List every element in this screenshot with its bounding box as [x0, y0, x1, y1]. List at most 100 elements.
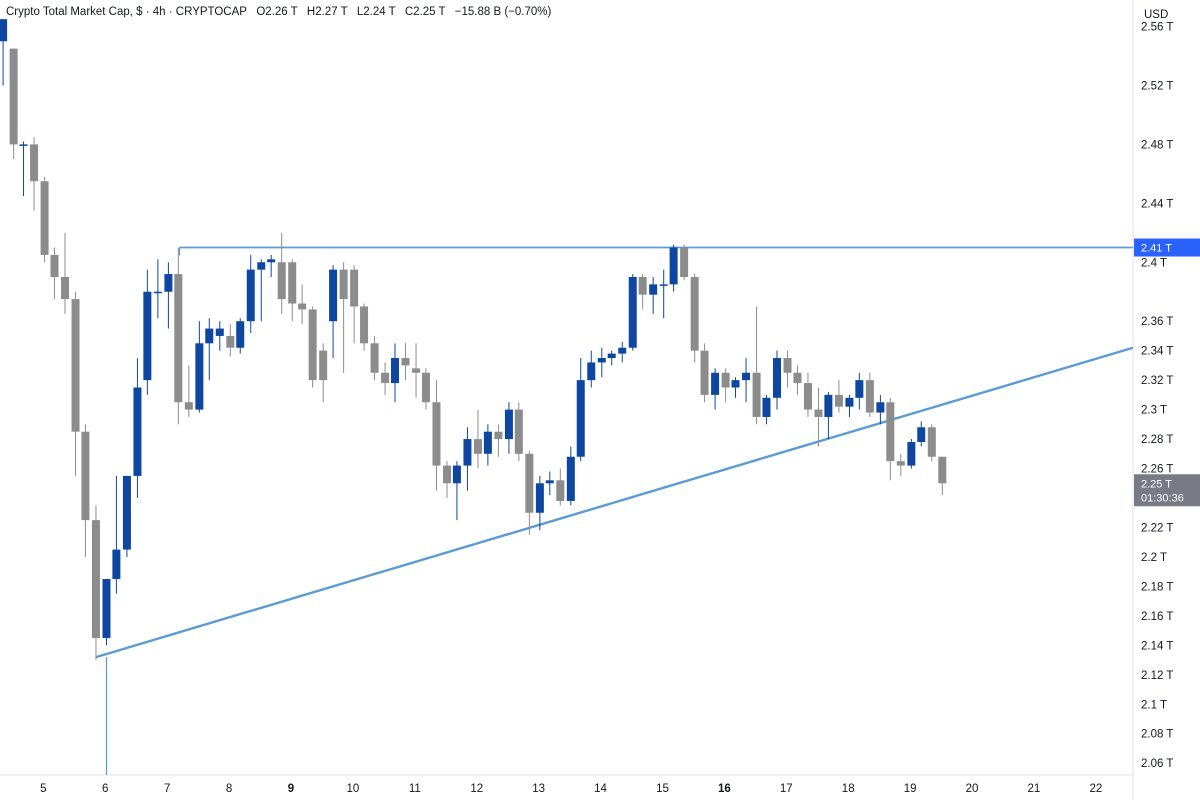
candle — [721, 368, 730, 403]
last-price-text: 2.25 T — [1141, 478, 1172, 490]
candle — [339, 262, 348, 373]
candle — [112, 475, 121, 594]
candle-body — [886, 402, 895, 462]
candle — [876, 394, 885, 425]
candle — [19, 141, 28, 196]
candle-body — [669, 247, 678, 285]
candle — [133, 358, 142, 499]
candle — [907, 439, 916, 469]
time-tick-label: 14 — [594, 783, 607, 795]
resistance-price-badge — [1134, 238, 1200, 257]
close-value: 2.25 T — [413, 6, 446, 18]
candle — [659, 269, 668, 319]
time-tick-label: 20 — [966, 783, 979, 795]
candle — [803, 372, 812, 417]
time-tick-label: 5 — [40, 783, 46, 795]
candle — [257, 259, 266, 322]
candle-body — [443, 465, 452, 484]
time-tick-label: 21 — [1028, 783, 1041, 795]
candle — [153, 259, 162, 319]
candle — [783, 350, 792, 388]
candle — [236, 318, 245, 354]
candle-body — [483, 431, 492, 454]
candle — [174, 247, 183, 425]
candle-body — [773, 358, 782, 398]
candle — [566, 446, 575, 506]
candle-body — [298, 303, 307, 310]
candle-body — [153, 291, 162, 294]
candle-body — [762, 397, 771, 417]
candle — [927, 424, 936, 462]
price-tick-label: 2.12 T — [1141, 670, 1173, 682]
candle-body — [473, 439, 482, 454]
candle — [618, 341, 627, 363]
candle-body — [184, 402, 193, 410]
candle-body — [545, 480, 554, 484]
time-tick-label: 15 — [656, 783, 669, 795]
candle-body — [412, 368, 421, 373]
candle-body — [566, 456, 575, 501]
candle-body — [0, 19, 8, 42]
candle — [329, 265, 338, 359]
candle-body — [246, 269, 255, 322]
candle — [195, 321, 204, 413]
high-value: 2.27 T — [315, 6, 348, 18]
candle-body — [164, 274, 173, 292]
price-tick-label: 2.44 T — [1141, 198, 1173, 210]
candle — [824, 391, 833, 440]
price-tick-label: 2.48 T — [1141, 139, 1173, 151]
price-tick-label: 2.28 T — [1141, 434, 1173, 446]
candle-body — [391, 358, 400, 384]
candle — [556, 468, 565, 506]
countdown-text: 01:30:36 — [1141, 492, 1184, 504]
candle-body — [329, 269, 338, 322]
candle-body — [360, 306, 369, 344]
close-label: C — [404, 6, 414, 18]
low-label: L — [356, 6, 364, 18]
candle-body — [50, 254, 59, 277]
currency-label: USD — [1144, 9, 1168, 21]
candle — [246, 254, 255, 333]
candle-body — [288, 262, 297, 304]
candle — [463, 427, 472, 491]
candle — [143, 269, 152, 395]
time-tick-label: 16 — [718, 783, 731, 795]
price-tick-label: 2.26 T — [1141, 464, 1173, 476]
price-tick-label: 2.32 T — [1141, 375, 1173, 387]
candle-body — [865, 380, 874, 413]
candle-body — [205, 328, 214, 344]
price-tick-label: 2.36 T — [1141, 316, 1173, 328]
candle — [607, 350, 616, 366]
candle — [700, 343, 709, 403]
time-tick-label: 11 — [409, 783, 421, 795]
candle-body — [514, 409, 523, 454]
candle — [40, 176, 49, 263]
grid-layer — [0, 0, 1134, 800]
price-tick-label: 2.52 T — [1141, 80, 1173, 92]
candle-body — [907, 442, 916, 466]
candle-body — [649, 284, 658, 295]
candle — [773, 350, 782, 410]
candle-body — [793, 372, 802, 384]
candle-body — [401, 358, 410, 366]
candle-body — [267, 259, 276, 263]
symbol-legend: Crypto Total Market Cap, $ · 4h · CRYPTO… — [6, 6, 551, 18]
candle-body — [607, 353, 616, 359]
price-tick-label: 2.3 T — [1141, 405, 1167, 417]
candle — [122, 475, 131, 557]
candle — [226, 324, 235, 357]
candle-body — [319, 350, 328, 381]
time-tick-label: 12 — [470, 783, 483, 795]
candle-body — [215, 328, 224, 336]
candle-body — [370, 343, 379, 373]
price-tick-label: 2.18 T — [1141, 581, 1173, 593]
change-value: −15.88 B (−0.70%) — [454, 6, 552, 18]
low-value: 2.24 T — [363, 6, 396, 18]
candle — [164, 262, 173, 329]
candle-body — [195, 343, 204, 410]
candle-body — [700, 350, 709, 395]
candle-body — [927, 427, 936, 457]
candle-body — [463, 439, 472, 466]
